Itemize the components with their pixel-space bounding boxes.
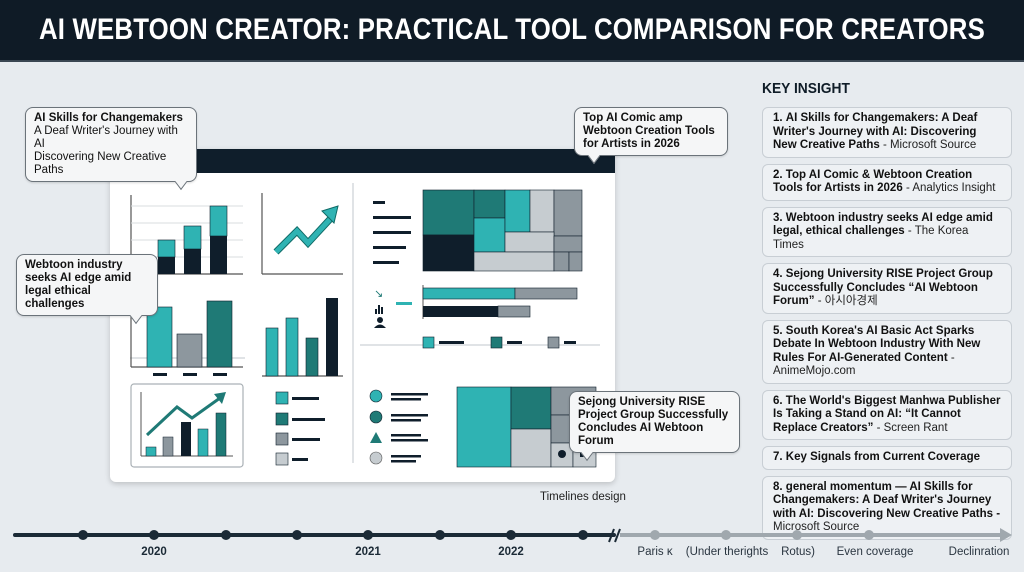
text-lines-list — [373, 201, 411, 264]
combo-chart — [130, 383, 244, 468]
timeline-year: 2021 — [355, 546, 381, 558]
horizontal-bar-chart: ↘ — [374, 285, 578, 349]
key-insight-heading: KEY INSIGHT — [762, 80, 850, 97]
insight-item[interactable]: 1. AI Skills for Changemakers: A Deaf Wr… — [762, 107, 1012, 158]
square-legend — [275, 391, 325, 466]
window-caption: Timelines design — [540, 491, 626, 503]
trend-arrow-chart — [261, 193, 343, 275]
treemap-top — [422, 189, 583, 272]
insight-item[interactable]: 2. Top AI Comic & Webtoon Creation Tools… — [762, 163, 1012, 201]
insight-item[interactable]: 4. Sejong University RISE Project Group … — [762, 263, 1012, 314]
dashboard-body: ↘ — [110, 173, 615, 482]
callout-sejong: Sejong University RISE Project Group Suc… — [569, 391, 740, 462]
simple-bar-chart — [130, 298, 243, 376]
bar-chart-icon — [375, 305, 383, 314]
head-icon — [558, 450, 566, 458]
timeline-year: 2020 — [141, 546, 167, 558]
timeline-track — [13, 528, 1012, 543]
callout-webtoon-industry: Webtoon industry seeks AI edge amid lega… — [16, 254, 158, 325]
timeline-year: 2022 — [498, 546, 524, 558]
dashboard-illustration: ↘ — [130, 183, 600, 468]
timeline-future-label: Paris ĸ — [637, 546, 673, 558]
callout-top-ai-comic: Top AI Comic amp Webtoon Creation Tools … — [574, 107, 728, 165]
mock-app-window: ↘ — [110, 149, 615, 482]
insight-item[interactable]: 5. South Korea's AI Basic Act Sparks Deb… — [762, 319, 1012, 384]
page-title: AI WEBTOON CREATOR: PRACTICAL TOOL COMPA… — [39, 13, 985, 46]
timeline: 2020 2021 2022 Paris ĸ (Under therights … — [0, 520, 1024, 572]
shapes-legend — [369, 389, 428, 465]
callout-ai-skills: AI Skills for Changemakers A Deaf Writer… — [25, 107, 197, 191]
svg-text:↘: ↘ — [374, 288, 383, 300]
key-insight-panel: KEY INSIGHT 1. AI Skills for Changemaker… — [762, 80, 1012, 546]
person-icon — [377, 317, 383, 323]
timeline-future-label: Even coverage — [836, 546, 914, 558]
timeline-future-label: (Under therights — [685, 546, 769, 558]
insight-item[interactable]: 8. general momentum — AI Skills for Chan… — [762, 475, 1012, 540]
timeline-future-label: Rotus) — [781, 546, 815, 558]
page-header: AI WEBTOON CREATOR: PRACTICAL TOOL COMPA… — [0, 0, 1024, 62]
insight-item[interactable]: 7. Key Signals from Current Coverage — [762, 446, 1012, 470]
stacked-bar-chart — [130, 195, 243, 275]
timeline-future-label: Declinration — [948, 546, 1010, 558]
four-bar-chart — [262, 298, 343, 377]
insight-item[interactable]: 3. Webtoon industry seeks AI edge amid l… — [762, 206, 1012, 257]
insight-item[interactable]: 6. The World's Biggest Manhwa Publisher … — [762, 389, 1012, 440]
